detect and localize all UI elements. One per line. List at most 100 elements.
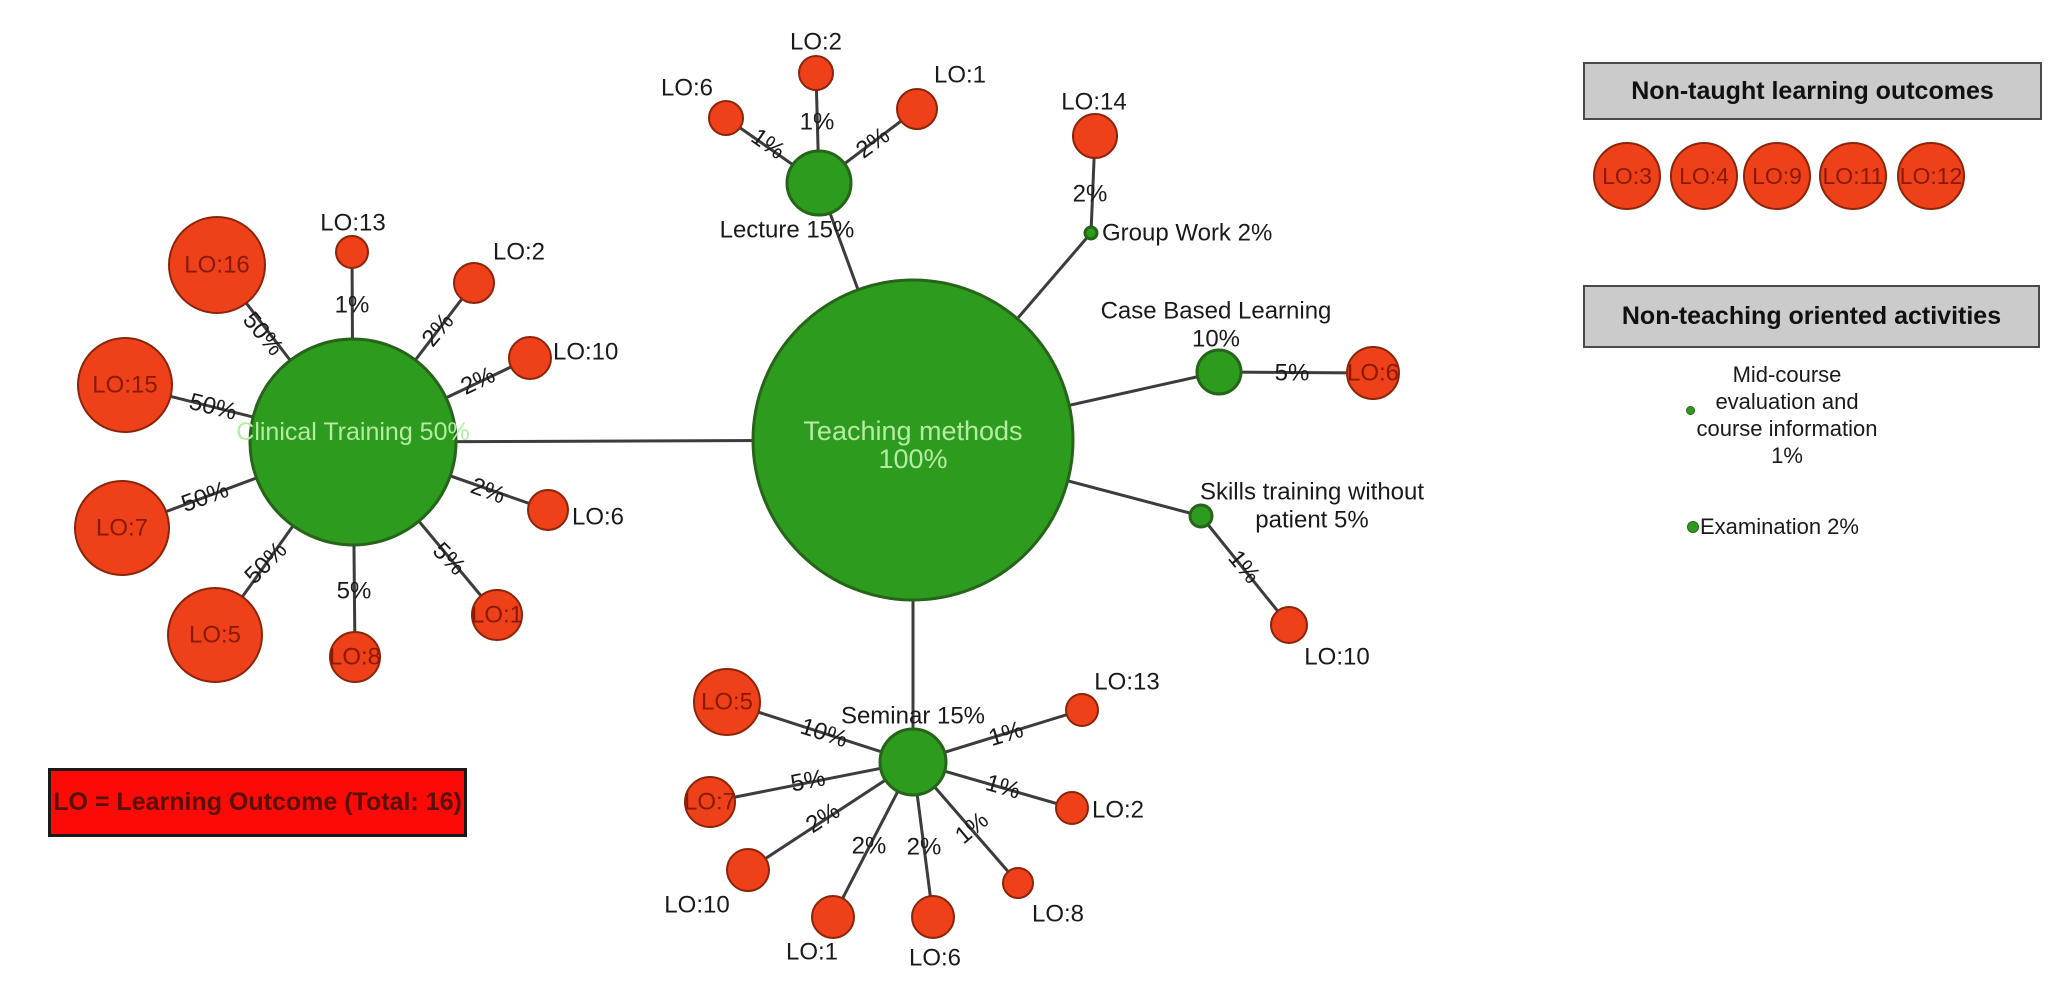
hub-label-lecture: Lecture 15% [720, 217, 855, 244]
lo-note-box: LO = Learning Outcome (Total: 16) [48, 768, 467, 837]
hub-label-clinical-training: Clinical Training 50% [236, 418, 469, 446]
lo-node [167, 587, 263, 683]
midcourse-evaluation-line: 1% [1771, 443, 1803, 468]
lo-label: LO:10 [664, 892, 729, 919]
hub-label-teaching-methods: Teaching methods [803, 416, 1022, 446]
hub-label-case-based-learning: Case Based Learning [1101, 298, 1332, 325]
lo-node [329, 631, 381, 683]
lo-node [726, 848, 770, 892]
hub-label-skills-training: patient 5% [1255, 507, 1368, 534]
hub-node-skills-training [1188, 503, 1214, 529]
lo-node [798, 55, 834, 91]
legend-non-taught-header: Non-taught learning outcomes [1583, 62, 2042, 120]
hub-label-group-work: Group Work 2% [1102, 220, 1272, 247]
edge-weight-label: 1% [800, 109, 835, 136]
lo-node [684, 776, 736, 828]
lo-node [896, 88, 938, 130]
hub-node-case-based-learning [1195, 348, 1243, 396]
lo-node [335, 235, 369, 269]
legend-lo-circle: LO:4 [1670, 142, 1738, 210]
lo-label: LO:6 [572, 504, 624, 531]
hub-label-case-based-learning: 10% [1192, 326, 1240, 353]
lo-label: LO:6 [1347, 360, 1399, 387]
lo-node [911, 895, 955, 939]
legend-lo-circle: LO:9 [1743, 142, 1811, 210]
lo-node [811, 895, 855, 939]
edge-weight-label: 2% [417, 308, 460, 352]
hub-node-lecture [785, 149, 853, 217]
lo-node [1002, 867, 1034, 899]
hub-label-seminar: Seminar 15% [841, 703, 985, 730]
lo-label: LO:1 [786, 939, 838, 966]
midcourse-evaluation-line: Mid-course [1732, 362, 1842, 387]
hub-node-teaching-methods [751, 278, 1075, 602]
lo-label: LO:14 [1061, 89, 1126, 116]
lo-node [471, 589, 523, 641]
edge-line [1199, 515, 1291, 626]
edge-weight-label: 2% [907, 834, 942, 861]
edge-weight-label: 50% [178, 476, 232, 518]
lo-node [527, 489, 569, 531]
edge-weight-label: 2% [467, 472, 509, 509]
lo-label: LO:15 [92, 372, 157, 399]
lo-label: LO:6 [661, 75, 713, 102]
lo-label: LO:13 [1094, 669, 1159, 696]
hub-node-group-work [1083, 225, 1099, 241]
hub-node-clinical-training [248, 337, 458, 547]
edge-weight-label: 5% [337, 578, 372, 605]
lo-node [1055, 791, 1089, 825]
lo-label: LO:5 [701, 689, 753, 716]
lo-node [453, 262, 495, 304]
examination-dot [1687, 521, 1699, 533]
edge-weight-label: 50% [186, 388, 239, 426]
lo-node [168, 216, 266, 314]
lo-label: LO:2 [493, 239, 545, 266]
edge-weight-label: 2% [852, 833, 887, 860]
legend-non-teaching-header: Non-teaching oriented activities [1583, 285, 2040, 348]
legend-lo-circle: LO:3 [1593, 142, 1661, 210]
lo-label: LO:16 [184, 252, 249, 279]
lo-node [77, 337, 173, 433]
lo-label: LO:2 [790, 29, 842, 56]
hub-label-teaching-methods: 100% [878, 444, 947, 474]
lo-label: LO:1 [471, 602, 523, 629]
edge-weight-label: 50% [237, 307, 289, 361]
lo-label: LO:5 [189, 622, 241, 649]
lo-label: LO:8 [1032, 901, 1084, 928]
lo-node [1072, 113, 1118, 159]
lo-label: LO:7 [96, 515, 148, 542]
legend-non-teaching-title: Non-teaching oriented activities [1621, 302, 2002, 330]
legend-lo-circle: LO:11 [1819, 142, 1887, 210]
lo-node [1270, 606, 1308, 644]
examination-label: Examination 2% [1700, 514, 1859, 539]
edge-weight-label: 5% [788, 764, 827, 797]
edge-weight-label: 50% [239, 536, 292, 589]
lo-node [693, 668, 761, 736]
lo-label: LO:10 [553, 339, 618, 366]
lo-note-text: LO = Learning Outcome (Total: 16) [53, 788, 462, 816]
lo-node [74, 480, 170, 576]
edge-weight-label: 2% [457, 361, 500, 400]
hub-label-skills-training: Skills training without [1200, 479, 1424, 506]
edge-weight-label: 1% [983, 769, 1024, 805]
lo-label: LO:10 [1304, 644, 1369, 671]
lo-label: LO:7 [684, 789, 736, 816]
lo-node [508, 336, 552, 380]
lo-node [1065, 693, 1099, 727]
hub-node-seminar [878, 727, 948, 797]
edge-weight-label: 5% [1275, 360, 1310, 387]
edge-weight-label: 1% [985, 716, 1026, 752]
midcourse-evaluation-line: evaluation and [1715, 389, 1859, 414]
lo-label: LO:8 [329, 644, 381, 671]
lo-label: LO:13 [320, 210, 385, 237]
lo-label: LO:1 [934, 62, 986, 89]
lo-label: LO:6 [909, 945, 961, 972]
midcourse-evaluation-line: course information [1696, 416, 1878, 441]
legend-non-taught-title: Non-taught learning outcomes [1631, 76, 1994, 105]
legend-lo-circle: LO:12 [1897, 142, 1965, 210]
midcourse-evaluation-label: Mid-course evaluation and course informati… [1652, 361, 1922, 469]
lo-node [1346, 346, 1400, 400]
edge-weight-label: 2% [851, 122, 895, 164]
